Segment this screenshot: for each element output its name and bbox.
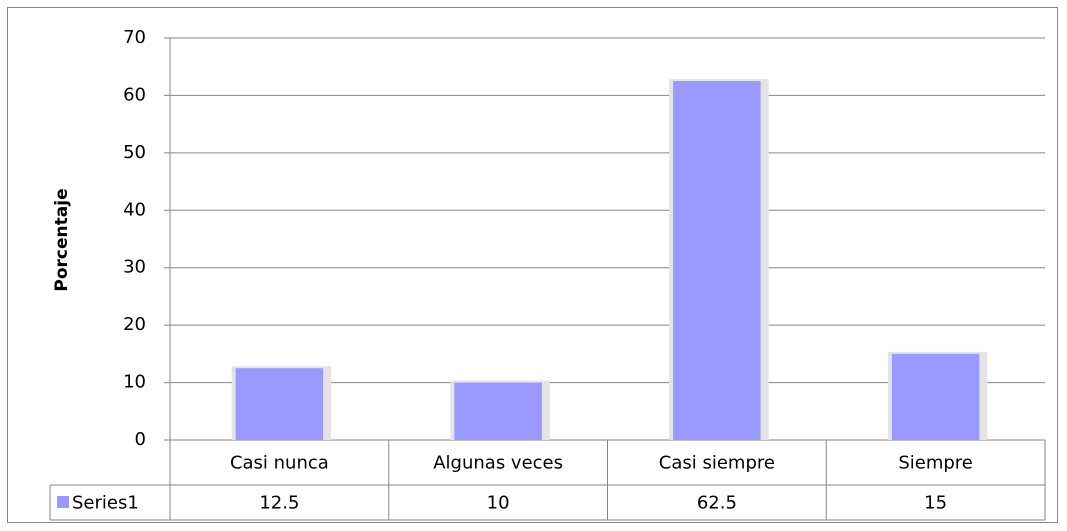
y-tick-label: 20 — [123, 314, 146, 335]
legend-label: Series1 — [72, 493, 139, 514]
y-tick-label: 60 — [123, 84, 146, 105]
y-tick-label: 30 — [123, 257, 146, 278]
x-tick-label: Algunas veces — [433, 453, 563, 474]
x-tick-label: Casi nunca — [230, 453, 329, 474]
table-value: 10 — [487, 493, 510, 514]
y-tick-label: 50 — [123, 142, 146, 163]
bar — [454, 382, 542, 440]
chart-border — [7, 7, 1058, 523]
y-axis-label: Porcentaje — [52, 188, 72, 291]
table-value: 62.5 — [697, 493, 737, 514]
x-tick-label: Siempre — [898, 453, 973, 474]
bar — [235, 368, 324, 440]
table-value: 15 — [924, 493, 947, 514]
legend-key — [57, 496, 69, 508]
bar — [673, 81, 761, 441]
table-value: 12.5 — [259, 493, 299, 514]
y-tick-label: 40 — [123, 199, 146, 220]
bar — [891, 353, 980, 440]
y-tick-label: 0 — [135, 429, 146, 450]
y-tick-label: 10 — [123, 372, 146, 393]
x-tick-label: Casi siempre — [659, 453, 775, 474]
y-tick-label: 70 — [123, 27, 146, 48]
